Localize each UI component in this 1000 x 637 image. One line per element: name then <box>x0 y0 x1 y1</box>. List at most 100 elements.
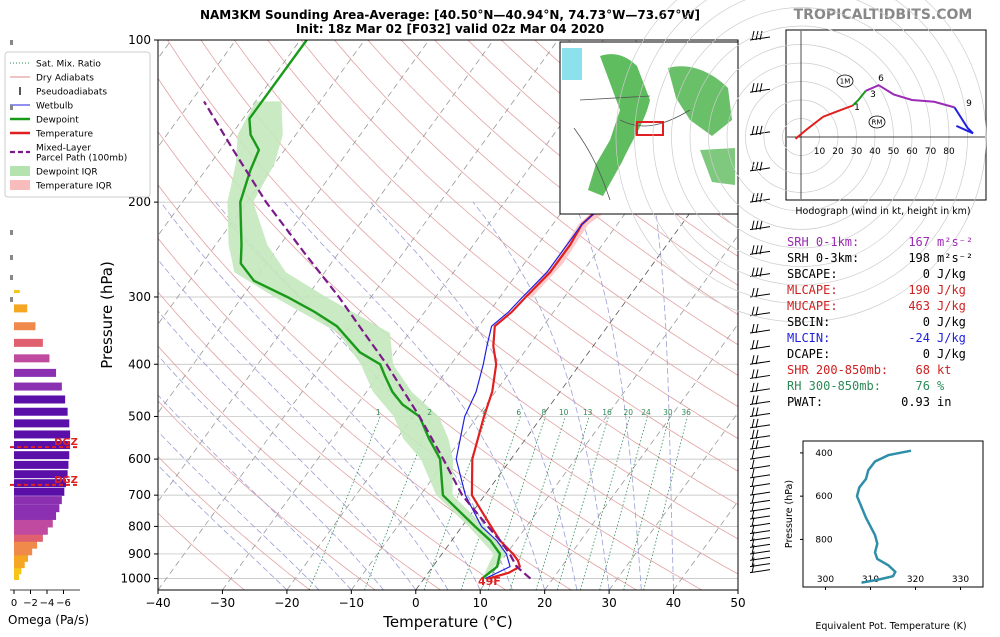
index-value: 0 <box>923 347 930 361</box>
wind-barb-flag <box>751 382 755 392</box>
wind-barb-staff <box>749 569 771 574</box>
index-value: 68 <box>916 363 930 377</box>
index-label: RH 300-850mb: <box>787 379 881 393</box>
index-label: MUCAPE: <box>787 299 838 313</box>
isotherm <box>351 57 738 590</box>
omega-bar <box>14 566 22 575</box>
omega-bar <box>14 441 71 450</box>
omega-bar <box>14 533 43 542</box>
wind-barb-flag <box>751 557 755 567</box>
mixing-ratio-line <box>599 416 648 590</box>
wind-barb-flag <box>755 220 759 230</box>
dry-adiabat <box>400 40 738 316</box>
legend-label: Temperature IQR <box>35 182 112 192</box>
theta-e-y-tick-label: 400 <box>815 449 832 459</box>
y-tick-label: 300 <box>128 290 151 304</box>
title-line1: NAM3KM Sounding Area-Average: [40.50°N—4… <box>200 8 700 22</box>
mixing-ratio-label: 10 <box>559 408 569 417</box>
wind-barb-flag <box>751 509 755 520</box>
wind-barb-flag <box>751 468 755 478</box>
wind-barb-flag <box>751 125 755 135</box>
wind-barb-flag <box>755 340 759 350</box>
wind-barb-flag <box>751 563 755 573</box>
hodograph-marker <box>868 115 886 129</box>
surface-temp-label: 49F <box>478 575 501 588</box>
omega-bar <box>14 338 43 347</box>
index-value: 198 <box>908 251 930 265</box>
theta-e-frame <box>802 440 984 588</box>
index-unit: J/kg <box>937 299 966 313</box>
pseudo-adiabat <box>370 201 578 590</box>
index-unit: m²s⁻² <box>937 251 973 265</box>
wind-barb-flag <box>751 161 755 172</box>
dry-adiabat <box>267 40 738 440</box>
index-unit: J/kg <box>937 267 966 281</box>
x-tick-label: 0 <box>412 596 420 610</box>
pseudo-adiabat <box>283 201 546 590</box>
wind-barb-staff <box>749 329 771 334</box>
pseudo-adiabat <box>158 430 320 590</box>
omega-tick-label: 0 <box>11 598 17 609</box>
isotherm <box>222 40 623 590</box>
wind-barb-flag <box>759 161 763 172</box>
wind-barb-staff <box>749 312 771 317</box>
skewt-plot-frame <box>157 39 739 591</box>
dry-adiabat <box>158 77 738 575</box>
legend-label: Parcel Path (100mb) <box>36 154 127 164</box>
omega-bar <box>14 504 60 513</box>
dry-adiabat <box>300 40 738 408</box>
hodograph-frame <box>785 29 987 201</box>
omega-bar <box>14 511 57 520</box>
hodograph-ring-label: 60 <box>906 147 918 157</box>
index-unit: J/kg <box>937 331 966 345</box>
hodograph-ring-label: 40 <box>869 147 881 157</box>
hodograph-ring-label: 10 <box>814 147 826 157</box>
mixing-ratio-label: 4 <box>482 408 487 417</box>
wind-barb-flag <box>751 449 755 460</box>
mixing-ratio-line <box>509 416 566 590</box>
index-value: 76 <box>916 379 930 393</box>
hodograph-ring-label: 70 <box>925 147 937 157</box>
map-precip-cyan <box>562 48 582 80</box>
omega-bar <box>14 470 68 479</box>
y-tick-label: 900 <box>128 547 151 561</box>
wind-barb-flag <box>751 355 755 365</box>
omega-marker <box>10 297 13 302</box>
map-precip-green-east <box>668 66 732 136</box>
wind-barb-flag <box>755 287 759 298</box>
dry-adiabat <box>334 40 738 376</box>
dry-adiabat <box>158 400 376 590</box>
x-tick-label: 40 <box>666 596 681 610</box>
index-value: 190 <box>908 283 930 297</box>
legend-label: Sat. Mix. Ratio <box>36 60 101 70</box>
pressure-axis: 100 200 300 400 500 600 700 800 900 1000 <box>120 33 158 586</box>
dry-adiabat <box>233 40 738 472</box>
wind-barb-flag <box>755 30 759 41</box>
index-value: 167 <box>908 235 930 249</box>
mixing-ratio-line <box>460 416 521 590</box>
x-tick-label: 30 <box>601 596 616 610</box>
index-value: 0.93 <box>901 395 930 409</box>
hodograph-1-3km-line <box>852 90 867 107</box>
y-tick-label: 800 <box>128 519 151 533</box>
dgz-label: DGZ <box>54 437 78 448</box>
wind-barb-flag <box>759 83 763 93</box>
dry-adiabat <box>158 291 507 590</box>
y-axis-label: Pressure (hPa) <box>98 261 116 369</box>
wind-barb-flag <box>759 30 763 41</box>
omega-bar <box>14 540 38 549</box>
pseudo-adiabat <box>472 201 610 590</box>
omega-bar <box>14 241 16 249</box>
mixing-ratio-label: 8 <box>541 408 546 417</box>
index-label: SBCAPE: <box>787 267 838 281</box>
indices-table: SRH 0-1km: 167 m²s⁻² SRH 0-3km: 198 m²s⁻² SBCA… <box>787 235 973 409</box>
theta-e-x-tick-label: 300 <box>817 575 834 585</box>
hodograph-ring <box>615 0 987 323</box>
wind-barb-flag <box>759 125 763 135</box>
dewpoint-iqr-band <box>227 101 507 579</box>
omega-bar <box>14 354 50 363</box>
dry-adiabat <box>158 512 245 590</box>
wind-barb-staff <box>749 491 771 496</box>
omega-bar <box>14 264 16 272</box>
